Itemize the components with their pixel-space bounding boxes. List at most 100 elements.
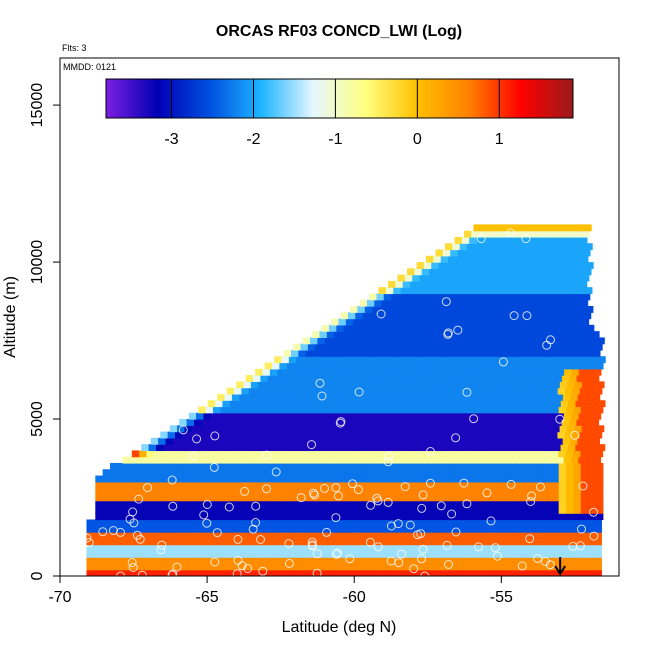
heatmap-cell [441,318,450,326]
heatmap-cell [470,469,479,477]
heatmap-cell [263,387,272,395]
heatmap-cell [549,532,558,539]
heatmap-cell [426,450,434,458]
heatmap-cell [564,368,573,376]
heatmap-cell [349,393,358,401]
heatmap-cell [586,519,595,527]
heatmap-cell [382,506,391,514]
heatmap-cell [159,456,168,464]
heatmap-cell [257,475,266,483]
heatmap-cell [595,488,604,495]
heatmap-cell [387,456,396,464]
heatmap-cell [117,488,126,495]
heatmap-cell [354,400,363,408]
heatmap-cell [491,569,499,576]
heatmap-cell [383,381,392,389]
heatmap-cell [218,544,227,552]
heatmap-cell [255,544,264,552]
heatmap-cell [338,425,347,433]
heatmap-cell [507,406,516,414]
heatmap-cell [494,249,503,257]
sample-point [397,549,407,559]
heatmap-cell [492,500,501,508]
heatmap-cell [538,337,546,345]
heatmap-cell [375,318,384,326]
heatmap-cell [376,337,385,345]
heatmap-cell [255,557,264,565]
heatmap-cell [505,563,514,571]
heatmap-cell [423,306,432,313]
heatmap-cell [380,550,389,558]
heatmap-cell [211,544,220,552]
heatmap-cell [523,293,532,301]
heatmap-cell [410,343,419,351]
heatmap-cell [303,444,312,452]
heatmap-cell [291,349,299,357]
heatmap-cell [380,557,389,565]
heatmap-cell [511,349,520,357]
heatmap-cell [497,412,506,420]
heatmap-cell [198,506,207,514]
heatmap-cell [318,356,327,364]
heatmap-cell [558,362,567,370]
sample-point [506,479,516,489]
heatmap-cell [161,481,170,489]
heatmap-cell [315,462,324,470]
heatmap-cell [523,381,532,389]
heatmap-cell [463,425,472,433]
heatmap-cell [388,431,397,439]
heatmap-cell [417,538,426,546]
heatmap-cell [506,255,515,263]
sample-point [366,500,376,510]
heatmap-cell [314,368,322,376]
heatmap-cell [501,249,510,257]
heatmap-cell [314,525,323,533]
heatmap-cell [101,557,110,565]
heatmap-cell [499,299,508,307]
heatmap-cell [373,550,382,558]
heatmap-cell [462,387,471,395]
heatmap-cell [463,406,471,414]
heatmap-cell [461,532,470,539]
heatmap-cell [336,544,345,552]
heatmap-cell [529,406,538,414]
heatmap-cell [583,268,592,276]
heatmap-cell [552,337,561,345]
heatmap-cell [242,475,251,483]
sample-point [354,387,364,397]
heatmap-cell [432,569,441,576]
heatmap-cell [481,331,490,339]
heatmap-cell [434,274,443,282]
heatmap-cell [491,280,499,288]
heatmap-cell [544,362,553,370]
heatmap-cell [529,481,538,489]
heatmap-cell [386,306,395,313]
heatmap-cell [361,381,370,389]
heatmap-cell [492,513,501,521]
heatmap-cell [468,412,477,420]
heatmap-cell [139,506,148,514]
heatmap-cell [402,538,411,546]
heatmap-cell [226,557,235,565]
heatmap-cell [302,381,311,389]
sample-point [413,530,423,540]
heatmap-cell [365,544,374,552]
heatmap-cell [145,544,154,552]
heatmap-cell [450,444,459,452]
heatmap-cell [358,550,367,558]
heatmap-cell [345,406,354,414]
heatmap-cell [264,406,273,414]
heatmap-cell [424,280,433,288]
heatmap-cell [499,488,508,495]
heatmap-cell [454,563,463,571]
sample-point [469,414,479,424]
heatmap-cell [235,462,244,470]
heatmap-cell [461,550,470,558]
heatmap-cell [372,412,381,420]
heatmap-cell [233,431,242,439]
heatmap-cell [432,557,441,565]
heatmap-cell [460,412,469,420]
heatmap-cell [270,387,279,395]
heatmap-cell [461,324,470,332]
heatmap-cell [588,494,597,502]
